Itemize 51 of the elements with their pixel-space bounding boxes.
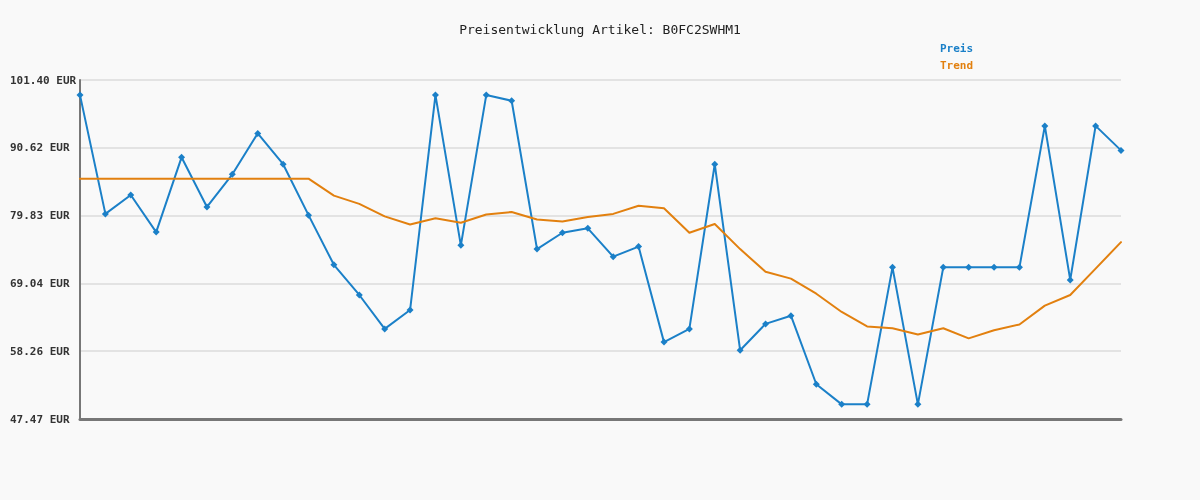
y-tick-label: 79.83 EUR: [10, 209, 70, 223]
point: [76, 91, 84, 99]
point: [178, 153, 186, 161]
point: [660, 338, 668, 346]
chart-title: Preisentwicklung Artikel: B0FC2SWHM1: [459, 22, 741, 37]
point: [609, 253, 617, 261]
point: [1117, 146, 1125, 154]
point: [685, 325, 693, 333]
point: [863, 400, 871, 408]
point: [914, 400, 922, 408]
y-tick-label: 101.40 EUR: [10, 73, 77, 87]
point: [305, 211, 313, 219]
point: [203, 203, 211, 211]
point: [228, 170, 236, 178]
point: [508, 97, 516, 105]
point: [406, 306, 414, 314]
point: [736, 346, 744, 354]
point: [635, 243, 643, 251]
point: [1066, 276, 1074, 284]
point: [330, 261, 338, 269]
point: [355, 291, 363, 299]
point: [279, 160, 287, 168]
point: [1015, 263, 1023, 271]
point: [787, 312, 795, 320]
point: [482, 91, 490, 99]
point: [762, 320, 770, 328]
point: [838, 400, 846, 408]
point: [990, 263, 998, 271]
point: [965, 263, 973, 271]
point: [457, 241, 465, 249]
point: [1041, 122, 1049, 130]
y-tick-label: 47.47 EUR: [10, 412, 70, 426]
point: [1092, 122, 1100, 130]
point: [254, 129, 262, 137]
point: [939, 263, 947, 271]
point: [381, 325, 389, 333]
point: [101, 210, 109, 218]
text: Preis: [939, 42, 974, 55]
y-tick-label: 58.26 EUR: [10, 344, 70, 358]
point: [152, 228, 160, 236]
point: [558, 229, 566, 237]
point: [711, 160, 719, 168]
point: [431, 91, 439, 99]
text: Trend: [939, 59, 974, 72]
point: [584, 224, 592, 232]
point: [888, 263, 896, 271]
y-tick-label: 69.04 EUR: [10, 276, 70, 290]
point: [812, 380, 820, 388]
point: [533, 245, 541, 253]
point: [127, 191, 135, 199]
y-tick-label: 90.62 EUR: [10, 141, 70, 155]
